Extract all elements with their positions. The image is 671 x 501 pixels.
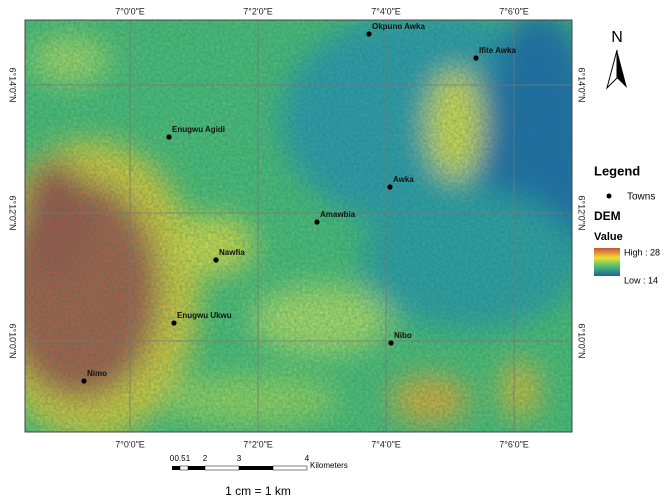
town-label: Nimo	[87, 369, 107, 378]
legend-low: Low : 14	[624, 275, 658, 285]
longitude-label: 7°6'0"E	[499, 6, 529, 16]
legend-title: Legend	[594, 163, 640, 178]
longitude-label: 7°2'0"E	[243, 6, 273, 16]
north-label: N	[611, 29, 623, 46]
town-point	[171, 320, 177, 326]
town-label: Okpuno Awka	[372, 22, 425, 31]
longitude-label: 7°2'0"E	[243, 439, 273, 449]
graticule-lines	[25, 20, 572, 432]
town-point	[166, 134, 172, 140]
town-point	[473, 55, 479, 61]
scale-label: 0.5	[174, 454, 186, 463]
scale-label: 2	[203, 454, 208, 463]
legend-high: High : 28	[624, 247, 660, 257]
latitude-label: 6°12'0"N	[8, 195, 18, 230]
legend-field: Value	[594, 231, 623, 243]
latitude-label: 6°14'0"N	[577, 67, 587, 102]
latitude-label: 6°10'0"N	[577, 323, 587, 358]
latitude-label: 6°12'0"N	[577, 195, 587, 230]
town-label: Enugwu Agidi	[172, 125, 225, 134]
legend-ramp	[594, 248, 620, 276]
town-point	[213, 257, 219, 263]
map-frame	[24, 19, 573, 433]
scale-label: 1	[186, 454, 191, 463]
longitude-label: 7°6'0"E	[499, 439, 529, 449]
dem-raster	[25, 20, 572, 432]
town-label: Ifite Awka	[479, 46, 516, 55]
town-point	[366, 31, 372, 37]
scale-unit: Kilometers	[310, 461, 348, 470]
latitude-label: 6°10'0"N	[8, 323, 18, 358]
town-point	[388, 340, 394, 346]
legend-towns: Towns	[627, 192, 655, 203]
longitude-label: 7°4'0"E	[371, 6, 401, 16]
scale-bar: Kilometers 1 cm = 1 km	[172, 461, 348, 498]
town-point	[387, 184, 393, 190]
latitude-label: 6°14'0"N	[8, 67, 18, 102]
longitude-label: 7°0'0"E	[115, 6, 145, 16]
legend-town-symbol	[606, 193, 612, 199]
town-label: Enugwu Ukwu	[177, 311, 232, 320]
town-label: Nawfia	[219, 248, 245, 257]
town-label: Nibo	[394, 331, 412, 340]
town-label: Amawbia	[320, 210, 356, 219]
legend: Legend Towns DEM Value High : 28 Low : 1…	[594, 163, 660, 285]
longitude-label: 7°0'0"E	[115, 439, 145, 449]
town-label: Awka	[393, 175, 414, 184]
town-point	[314, 219, 320, 225]
scale-ratio: 1 cm = 1 km	[225, 484, 291, 498]
scale-label: 3	[237, 454, 242, 463]
scale-label: 0	[170, 454, 175, 463]
legend-layer: DEM	[594, 209, 621, 223]
scale-label: 4	[305, 454, 310, 463]
longitude-label: 7°4'0"E	[371, 439, 401, 449]
north-arrow: N	[606, 29, 627, 90]
town-point	[81, 378, 87, 384]
